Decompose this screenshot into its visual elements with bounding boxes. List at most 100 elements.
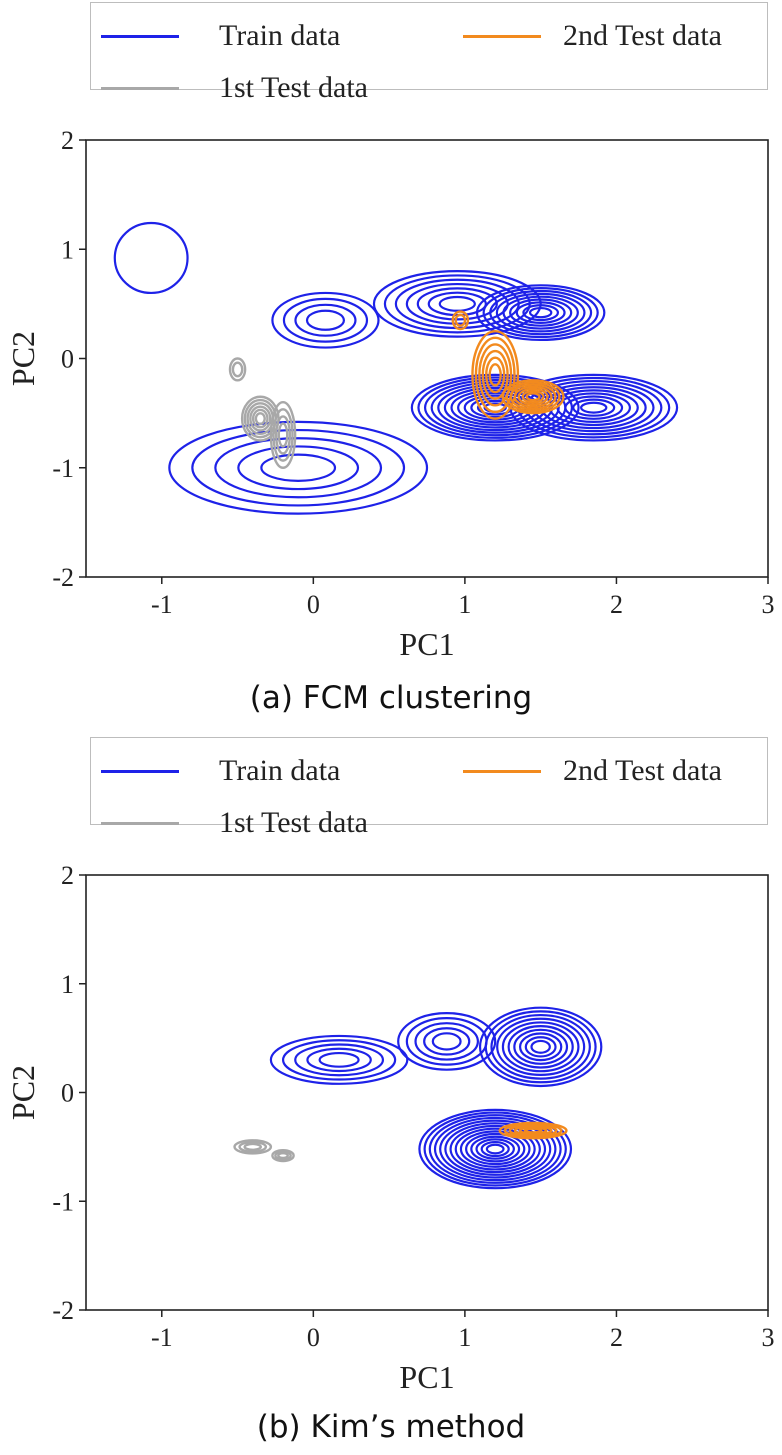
legend-line-test1	[101, 822, 179, 825]
chart-panel-a: Train data 2nd Test data 1st Test data -…	[5, 2, 775, 716]
contour-test2-c1-l1	[505, 381, 561, 413]
contour-train-c1-l4	[431, 1032, 462, 1051]
contour-train-c6-l1	[191, 428, 406, 507]
contour-test1-c1-l0	[271, 1148, 295, 1163]
y-tick-label: 2	[61, 126, 74, 155]
contour-test1-c1-l2	[277, 1151, 289, 1160]
x-tick-label: 1	[458, 1323, 471, 1352]
legend: Train data 2nd Test data 1st Test data	[90, 2, 768, 103]
contour-train-c3-l6	[449, 1124, 541, 1174]
contour-test2-c2-l0	[451, 310, 470, 331]
contour-train-c0-l1	[281, 1039, 397, 1081]
x-tick-label: -1	[151, 1323, 173, 1352]
contour-test1-c1-l0	[269, 401, 297, 469]
y-tick-label: -1	[52, 1187, 74, 1216]
contour-train-c6-l0	[168, 420, 429, 515]
contour-train-c1-l1	[405, 1017, 488, 1066]
contour-train-c3-l9	[465, 1132, 526, 1166]
contour-test1-c1-l1	[272, 408, 294, 462]
contour-train-c2-l9	[530, 1039, 551, 1054]
contour-train-c0-l3	[306, 1047, 372, 1073]
contour-train-c3-l7	[522, 304, 560, 322]
x-tick-label: 2	[610, 590, 623, 619]
x-tick-label: 0	[307, 590, 320, 619]
contour-test1-c0-l2	[243, 1142, 262, 1151]
contour-test2-c0-l3	[481, 349, 509, 400]
contour-train-c3-l0	[418, 1108, 573, 1190]
contour-test2-c1-l3	[513, 385, 553, 408]
x-axis-label: PC1	[399, 626, 454, 662]
legend-line-train	[101, 35, 179, 38]
legend-line-test2	[463, 35, 541, 38]
contour-train-c6-l4	[260, 453, 337, 482]
x-tick-label: 0	[307, 1323, 320, 1352]
contour-train-c3-l8	[528, 306, 553, 319]
contour-train-c5-l8	[572, 398, 616, 417]
chart-panel-b: Train data 2nd Test data 1st Test data -…	[0, 735, 782, 1455]
contour-train-c5-l9	[580, 401, 608, 414]
plot-frame	[85, 139, 769, 578]
contour-test1-c2-l0	[228, 357, 247, 382]
contour-train-c1-l2	[414, 1022, 479, 1061]
y-tick-label: 0	[61, 345, 74, 374]
contour-train-c2-l5	[507, 1025, 574, 1069]
caption-b: (b) Kim’s method	[256, 1409, 526, 1445]
contour-test2-c1-l2	[509, 383, 557, 411]
contour-test1-c2-l1	[231, 361, 244, 378]
contour-test1-c1-l2	[274, 415, 292, 455]
contour-train-c6-l3	[237, 445, 360, 491]
contour-train-c3-l11	[475, 1138, 515, 1160]
y-tick-label: 1	[61, 235, 74, 264]
plot-frame	[85, 874, 769, 1311]
contour-train-c3-l4	[439, 1119, 552, 1179]
contour-train-c3-l13	[485, 1143, 505, 1155]
y-tick-label: -1	[52, 454, 74, 483]
caption-a: (a) FCM clustering	[249, 680, 533, 716]
contour-test2-c0-l5	[523, 1127, 543, 1134]
contour-train-c1-l1	[282, 297, 369, 343]
contour-test1-c1-l3	[277, 422, 289, 448]
contour-train-c4-l3	[430, 381, 560, 434]
contour-train-c2-l6	[513, 1028, 569, 1065]
legend-line-test2	[463, 770, 541, 773]
contour-train-c1-l3	[305, 309, 346, 331]
contour-test2-c1-l0	[501, 379, 565, 415]
contour-test2-c0-l4	[485, 356, 506, 394]
x-tick-label: -1	[151, 590, 173, 619]
contour-area	[233, 1006, 603, 1190]
contour-train-c3-l0	[475, 284, 606, 342]
x-axis-label: PC1	[399, 1359, 454, 1395]
x-tick-label: 1	[458, 590, 471, 619]
contour-train-c3-l5	[444, 1122, 547, 1176]
contour-train-c2-l8	[524, 1036, 557, 1058]
contour-train-c5-l6	[556, 392, 631, 423]
contour-test1-c0-l3	[249, 405, 272, 432]
y-tick-label: -2	[52, 1296, 74, 1325]
x-tick-label: 2	[610, 1323, 623, 1352]
legend-label-test2: 2nd Test data	[563, 19, 722, 52]
contour-train-c2-l7	[518, 1032, 563, 1062]
legend-label-train: Train data	[219, 19, 341, 52]
contour-train-c2-l3	[496, 1017, 586, 1076]
contour-plot-b: -1 0 1 2 3 2 1 0 -1 -2 PC1 PC2	[5, 861, 775, 1395]
contour-test1-c0-l0	[233, 1139, 273, 1155]
contour-train-c3-l1	[423, 1111, 567, 1187]
contour-train-c1-l2	[294, 303, 357, 337]
legend-label-train: Train data	[219, 754, 341, 787]
contour-train-c1-l3	[423, 1027, 471, 1056]
x-tick-label: 3	[762, 1323, 775, 1352]
contour-train-c0-l2	[294, 1043, 385, 1077]
contour-train-c3-l7	[454, 1127, 536, 1171]
contour-train-c0-l0	[269, 1034, 409, 1085]
contour-train-c6-l2	[214, 437, 383, 499]
contour-train-c3-l3	[495, 292, 586, 333]
contour-train-c3-l3	[433, 1116, 557, 1182]
contour-test2-c1-l5	[521, 389, 545, 404]
contour-train-c3-l2	[489, 289, 593, 336]
y-tick-label: -2	[52, 563, 74, 592]
x-tick-label: 3	[762, 590, 775, 619]
contour-train-c2-l4	[501, 1021, 580, 1073]
y-tick-label: 1	[61, 970, 74, 999]
contour-train-c1-l0	[397, 1012, 497, 1071]
legend-label-test2: 2nd Test data	[563, 754, 722, 787]
